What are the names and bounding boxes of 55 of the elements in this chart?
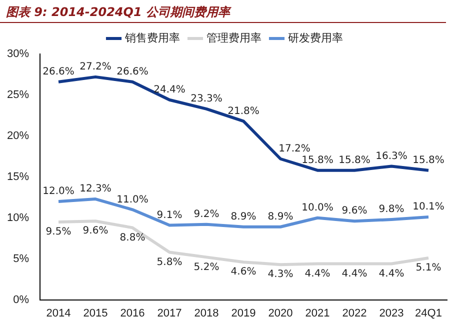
legend-label: 研发费用率 [288, 32, 343, 45]
data-label: 17.2% [278, 143, 310, 154]
legend-label: 销售费用率 [124, 32, 180, 45]
data-label: 26.6% [42, 66, 74, 78]
data-label: 15.8% [412, 154, 444, 166]
data-label: 8.9% [230, 211, 256, 222]
data-label: 5.2% [194, 262, 220, 273]
chart-title: 图表 9: 2014-2024Q1 公司期间费用率 [0, 0, 446, 23]
data-label: 27.2% [80, 62, 112, 73]
data-label: 12.0% [42, 186, 74, 198]
data-label: 4.4% [342, 268, 368, 280]
y-tick-label: 5% [13, 252, 30, 265]
data-label: 4.4% [378, 268, 404, 280]
x-tick-label: 2017 [157, 307, 182, 320]
y-tick-label: 10% [6, 212, 30, 224]
x-tick-label: 2019 [231, 307, 256, 320]
y-tick-label: 0% [13, 294, 30, 306]
data-label: 24.4% [154, 84, 186, 96]
data-label: 9.6% [82, 226, 108, 237]
data-label: 15.8% [302, 154, 334, 166]
data-label: 9.8% [378, 204, 404, 216]
data-label: 8.8% [120, 232, 146, 244]
data-label: 10.1% [412, 202, 444, 213]
data-label: 12.3% [80, 184, 112, 195]
data-label: 4.3% [268, 269, 294, 280]
x-tick-label: 2020 [268, 307, 293, 320]
x-tick-label: 2014 [46, 307, 71, 320]
y-tick-label: 20% [6, 130, 30, 142]
data-label: 5.1% [416, 262, 442, 274]
x-tick-label: 24Q1 [415, 307, 442, 320]
x-tick-label: 2015 [83, 307, 108, 320]
data-label: 11.0% [116, 194, 148, 206]
data-label: 4.6% [230, 266, 256, 278]
y-tick-label: 25% [6, 89, 30, 101]
data-label: 23.3% [190, 93, 222, 104]
data-label: 5.8% [156, 256, 182, 268]
x-tick-label: 2021 [305, 307, 330, 320]
data-label: 9.1% [156, 210, 182, 221]
data-label: 21.8% [228, 106, 260, 117]
y-tick-label: 15% [6, 170, 30, 183]
data-label: 26.6% [116, 66, 148, 78]
x-tick-label: 2022 [342, 307, 367, 320]
x-tick-label: 2016 [120, 307, 145, 320]
data-label: 8.9% [268, 211, 294, 222]
data-label: 9.2% [194, 209, 220, 220]
data-label: 10.0% [302, 202, 334, 214]
x-tick-label: 2018 [194, 307, 219, 320]
y-tick-label: 30% [6, 48, 30, 60]
data-label: 16.3% [376, 150, 408, 162]
data-label: 15.8% [338, 154, 370, 166]
data-label: 4.4% [304, 268, 330, 280]
data-label: 9.6% [342, 206, 368, 217]
data-label: 9.5% [46, 226, 72, 238]
x-tick-label: 2023 [379, 307, 404, 320]
legend-label: 管理费用率 [206, 32, 262, 45]
